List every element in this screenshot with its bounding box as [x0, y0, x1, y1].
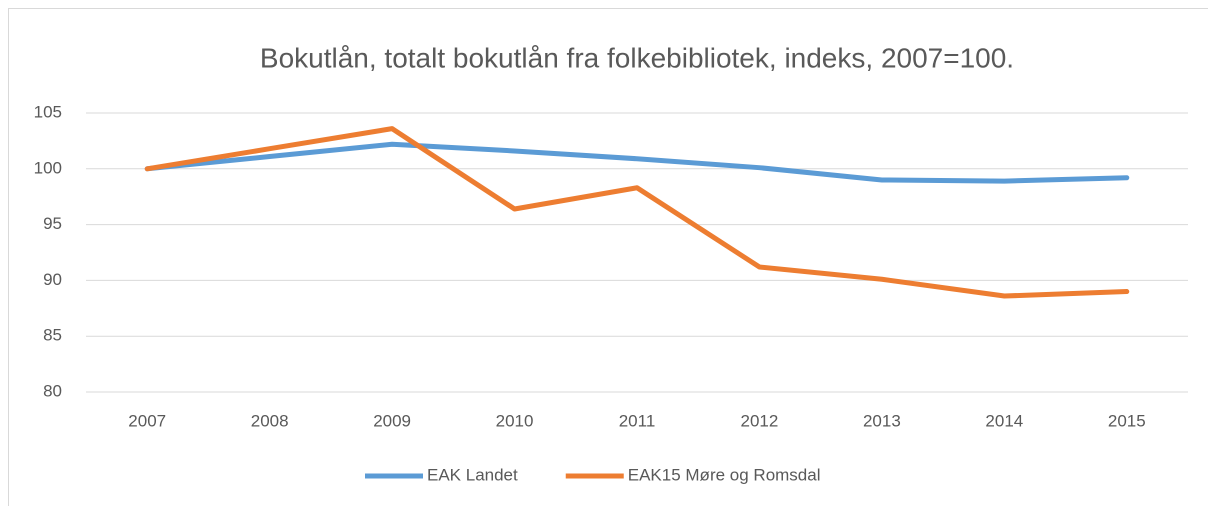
- x-tick-label: 2013: [863, 411, 901, 430]
- x-tick-label: 2009: [373, 411, 411, 430]
- x-tick-label: 2014: [985, 411, 1023, 430]
- chart-title: Bokutlån, totalt bokutlån fra folkebibli…: [260, 42, 1014, 73]
- y-tick-label: 105: [34, 102, 62, 121]
- x-tick-label: 2010: [496, 411, 534, 430]
- y-tick-label: 85: [43, 326, 62, 345]
- legend-label: EAK15 Møre og Romsdal: [628, 465, 821, 484]
- y-tick-label: 95: [43, 214, 62, 233]
- y-tick-label: 90: [43, 270, 62, 289]
- y-tick-label: 100: [34, 158, 62, 177]
- line: [144, 141, 1130, 184]
- x-tick-label: 2015: [1108, 411, 1146, 430]
- x-tick-label: 2007: [128, 411, 166, 430]
- x-tick-label: 2008: [251, 411, 289, 430]
- chart-frame: [8, 8, 1208, 506]
- y-tick-label: 80: [43, 381, 62, 400]
- line: [144, 126, 1130, 299]
- x-tick-label: 2011: [619, 411, 656, 430]
- x-tick-label: 2012: [741, 411, 779, 430]
- legend-label: EAK Landet: [427, 465, 518, 484]
